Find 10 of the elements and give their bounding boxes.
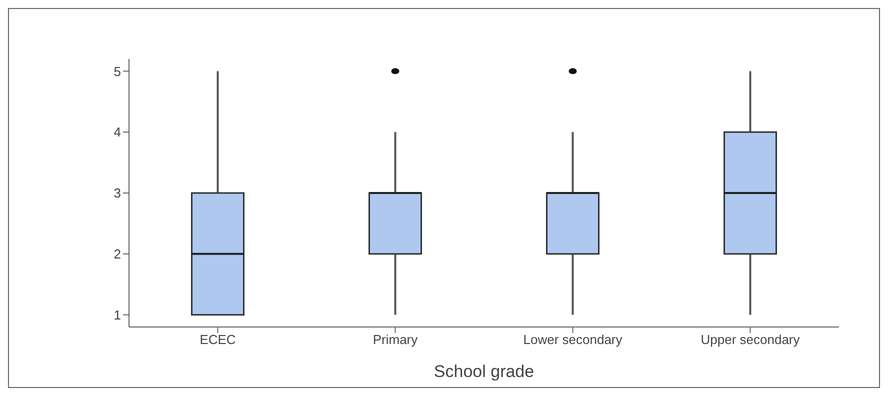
x-axis-title: School grade [434,362,534,381]
x-tick-label: Primary [372,332,418,348]
x-tick-label: Upper secondary [700,332,800,348]
y-tick-label: 3 [114,186,121,201]
y-tick-label: 5 [114,64,121,79]
y-tick-label: 1 [114,307,121,322]
y-tick-label: 4 [114,124,121,140]
y-tick-label: 2 [114,246,121,262]
x-tick-label: ECEC [200,332,236,348]
x-tick-label: Lower secondary [523,332,623,348]
